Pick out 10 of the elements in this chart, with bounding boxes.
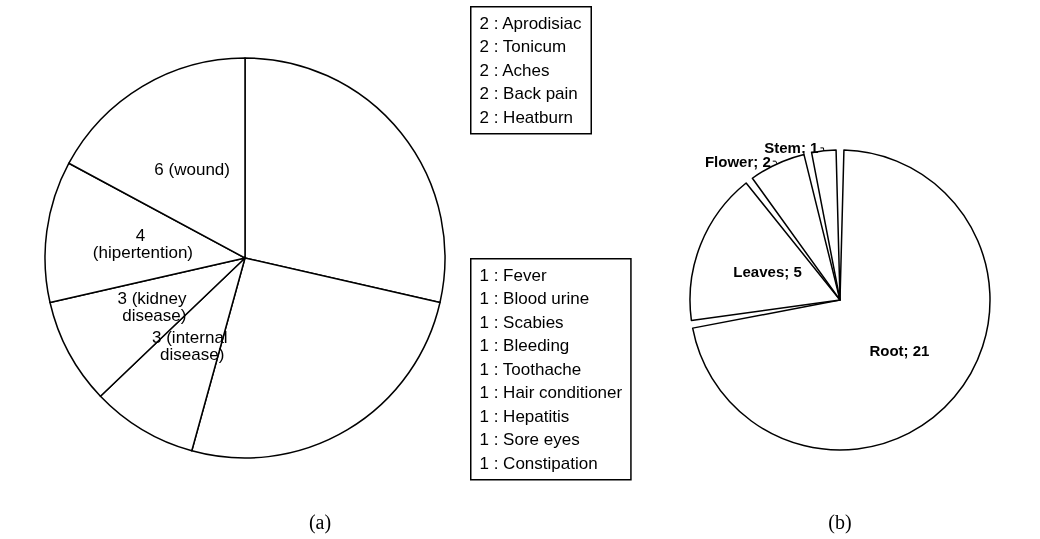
text: 2 : Aprodisiac 2 : Tonicum 2 : Aches 2 : Back pain 2 : Heatburn: [479, 13, 583, 127]
text: (a): [308, 511, 332, 534]
slice-label: 6 (wound): [154, 160, 230, 180]
text: 1 : Fever 1 : Blood urine 1 : Scabies 1 : Bleeding 1 : Toothache 1 : Hair conditioner 1 : Hepatitis 1 : Sore eyes 1 : Constipation: [479, 265, 623, 473]
slice-label: Root; 21: [869, 342, 930, 359]
slice-label: 4 (hipertention): [92, 226, 194, 263]
slice-label: Leaves; 5: [733, 262, 802, 280]
slice-label: Flower; 2: [704, 152, 771, 170]
slice-label: 3 (kidney disease): [117, 288, 192, 325]
text: (b): [828, 511, 852, 534]
